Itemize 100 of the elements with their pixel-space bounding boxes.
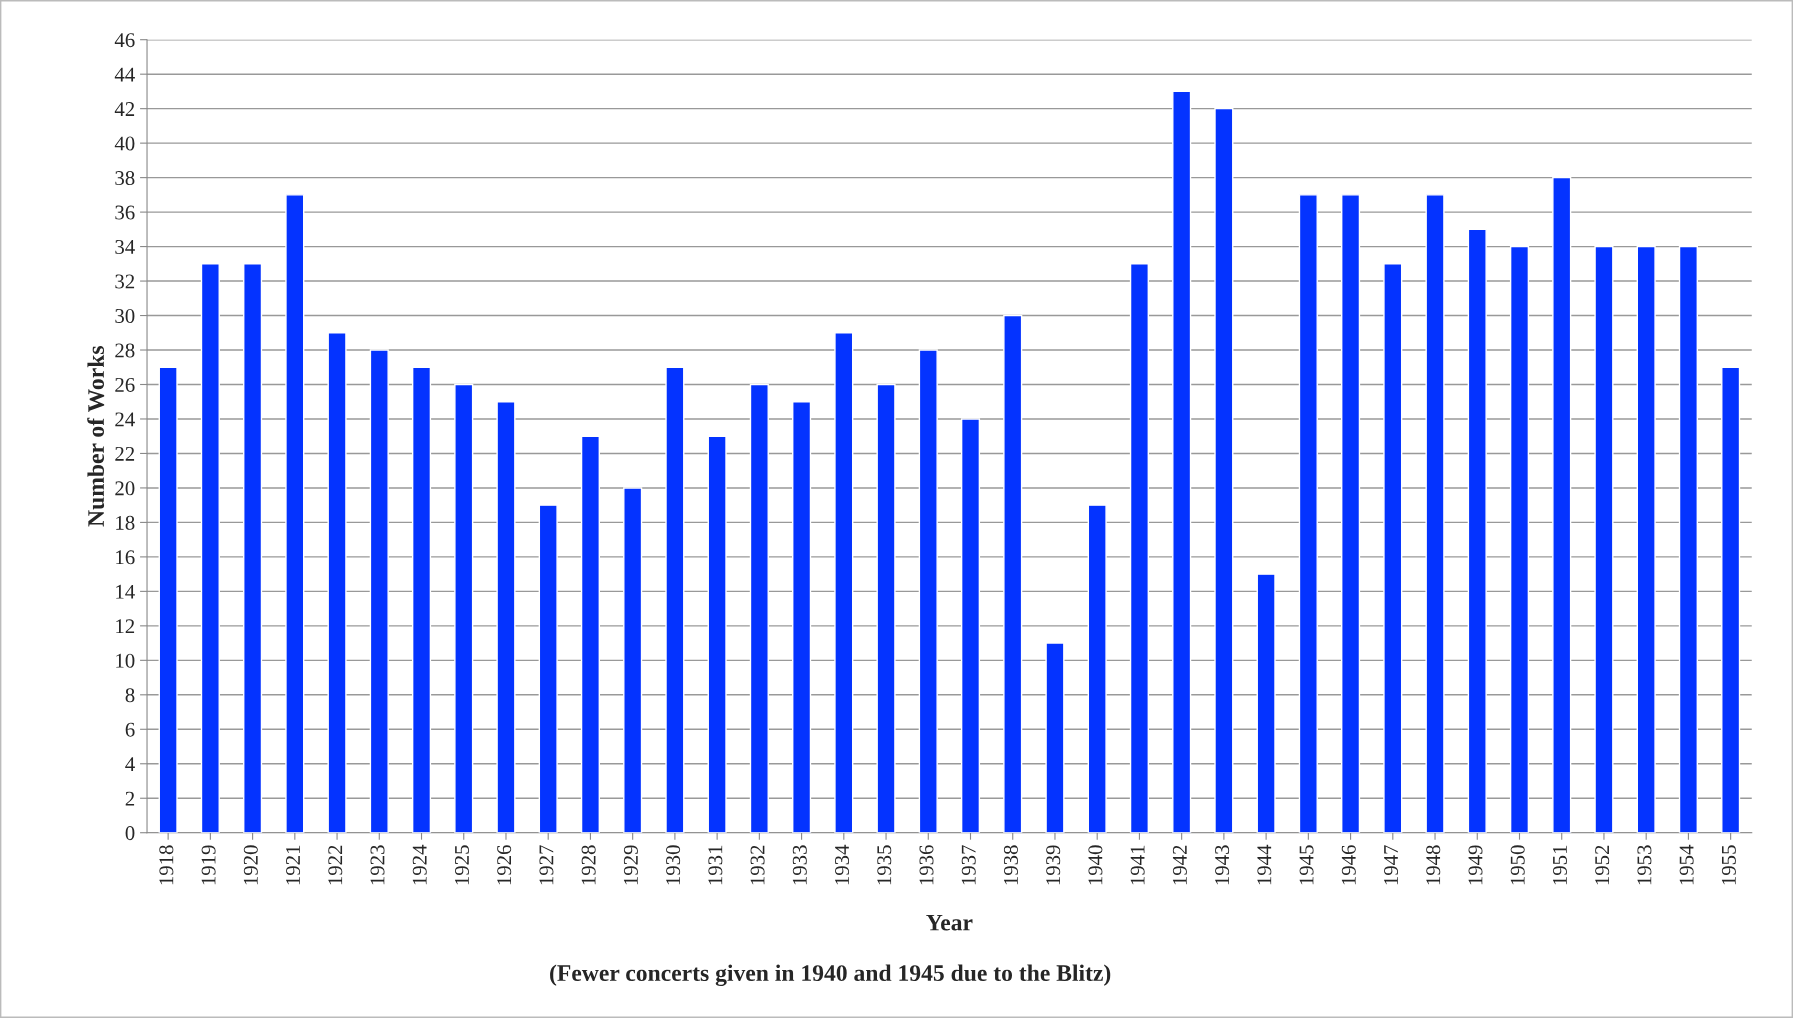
y-tick-label: 20 xyxy=(115,481,135,496)
bar xyxy=(158,366,178,833)
y-tick-label: 0 xyxy=(125,826,135,841)
y-tick-label: 30 xyxy=(115,308,135,323)
y-tick-label: 24 xyxy=(115,412,135,427)
bar xyxy=(1636,245,1656,833)
x-tick-label: 1935 xyxy=(877,845,892,885)
bar xyxy=(1172,90,1192,833)
y-tick-label: 38 xyxy=(115,170,135,186)
x-tick-label: 1927 xyxy=(539,845,554,885)
x-tick-label: 1932 xyxy=(750,845,765,885)
bar xyxy=(623,487,643,833)
x-tick-label: 1951 xyxy=(1552,845,1567,885)
x-tick-label: 1936 xyxy=(919,845,934,885)
bar xyxy=(411,366,432,833)
x-tick-label: 1923 xyxy=(370,845,385,885)
bar xyxy=(1298,194,1318,833)
y-tick-label: 34 xyxy=(115,240,135,255)
bar xyxy=(580,435,601,833)
bar xyxy=(1594,245,1614,833)
y-tick-label: 42 xyxy=(114,102,135,116)
x-tick-label: 1954 xyxy=(1679,844,1694,885)
bar xyxy=(1383,263,1403,833)
y-tick-label: 12 xyxy=(116,619,135,634)
x-tick-label: 1953 xyxy=(1637,845,1652,885)
x-tick-label: 1955 xyxy=(1721,845,1736,885)
y-tick-label: 16 xyxy=(116,550,135,565)
x-tick-label: 1922 xyxy=(328,845,343,885)
y-tick-label: 44 xyxy=(114,67,135,82)
y-tick-label: 36 xyxy=(115,205,135,220)
bar xyxy=(454,383,474,833)
bar xyxy=(243,263,263,833)
bar xyxy=(1721,366,1741,833)
bar xyxy=(1256,573,1276,833)
x-tick-label: 1939 xyxy=(1046,845,1061,885)
x-tick-label: 1941 xyxy=(1130,845,1145,885)
x-tick-label: 1933 xyxy=(792,845,807,885)
y-tick-label: 2 xyxy=(125,791,135,806)
bar xyxy=(918,349,938,833)
bar xyxy=(665,366,685,833)
y-tick-label: 40 xyxy=(114,136,135,151)
y-tick-label: 4 xyxy=(125,757,135,771)
x-tick-label: 1934 xyxy=(835,844,850,885)
x-tick-label: 1926 xyxy=(497,845,512,885)
x-tick-label: 1946 xyxy=(1341,845,1356,885)
x-tick-label: 1918 xyxy=(159,845,174,885)
bar xyxy=(1087,504,1107,833)
y-tick-label: 32 xyxy=(115,274,135,289)
bar xyxy=(1341,194,1361,833)
x-tick-label: 1940 xyxy=(1088,845,1103,885)
x-tick-label: 1945 xyxy=(1299,845,1314,885)
bar xyxy=(1467,228,1487,833)
x-tick-label: 1952 xyxy=(1595,845,1610,885)
x-tick-label: 1921 xyxy=(286,845,301,885)
bar xyxy=(327,332,347,833)
x-tick-label: 1948 xyxy=(1426,845,1441,885)
bar xyxy=(200,263,220,833)
x-tick-label: 1943 xyxy=(1215,845,1230,885)
bar xyxy=(1003,314,1023,833)
x-tick-label: 1920 xyxy=(243,845,258,885)
x-tick-label: 1942 xyxy=(1172,845,1187,885)
x-tick-label: 1928 xyxy=(581,845,596,885)
x-tick-label: 1938 xyxy=(1003,845,1018,885)
bar xyxy=(792,401,812,833)
x-tick-label: 1937 xyxy=(961,845,976,885)
x-tick-label: 1929 xyxy=(623,845,638,885)
bar xyxy=(749,383,769,833)
x-tick-label: 1919 xyxy=(201,845,216,885)
x-axis-title: Year xyxy=(926,914,973,931)
bar xyxy=(538,504,558,833)
bar xyxy=(1509,245,1530,833)
bar xyxy=(876,383,896,833)
text: (Fewer concerts given in 1940 and 1945 due to the Blitz) xyxy=(550,964,1111,987)
bar xyxy=(1678,245,1698,833)
y-tick-label: 22 xyxy=(115,446,135,461)
x-tick-label: 1949 xyxy=(1468,845,1483,885)
y-tick-label: 26 xyxy=(115,377,135,392)
x-tick-label: 1931 xyxy=(708,845,723,885)
bar xyxy=(1425,194,1445,833)
bar xyxy=(285,194,305,833)
bar xyxy=(1214,107,1234,833)
bar xyxy=(707,435,727,833)
x-tick-label: 1950 xyxy=(1510,845,1525,885)
y-tick-label: 18 xyxy=(116,515,135,530)
y-axis-title: Number of Works xyxy=(87,346,105,527)
y-tick-label: 8 xyxy=(125,688,135,703)
bar xyxy=(1045,642,1065,833)
bar xyxy=(496,401,516,833)
bar xyxy=(369,349,389,833)
x-tick-label: 1925 xyxy=(454,845,469,885)
y-tick-label: 14 xyxy=(116,584,135,599)
bar xyxy=(834,332,854,833)
y-tick-label: 46 xyxy=(114,33,135,48)
bar xyxy=(960,418,981,833)
bar xyxy=(1129,263,1149,833)
bar xyxy=(1552,176,1572,833)
x-tick-label: 1930 xyxy=(666,845,681,885)
x-tick-label: 1947 xyxy=(1384,845,1399,885)
x-tick-label: 1944 xyxy=(1257,844,1272,885)
x-tick-label: 1924 xyxy=(412,844,427,885)
